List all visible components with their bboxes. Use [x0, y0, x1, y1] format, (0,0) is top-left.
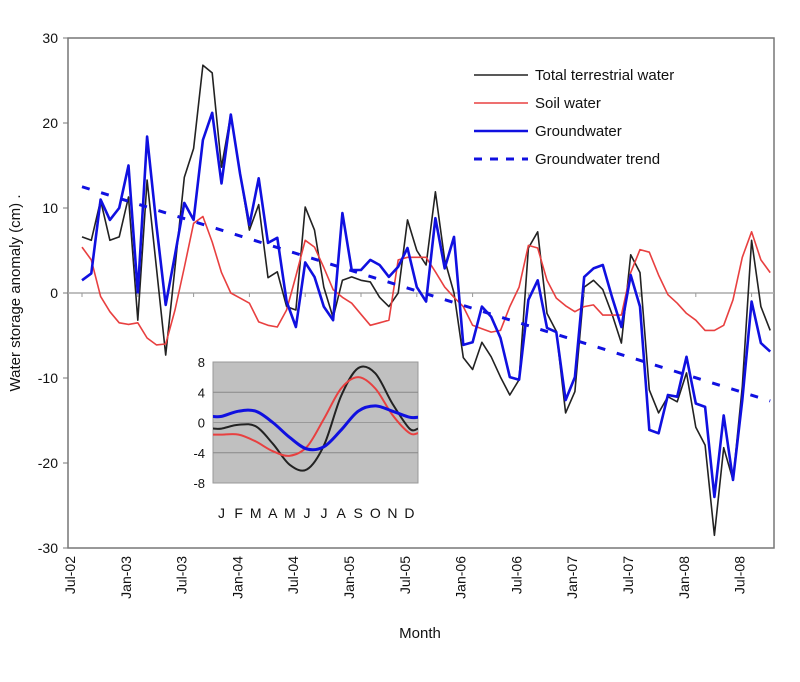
- legend-item: Soil water: [474, 95, 601, 112]
- y-tick-label: 30: [42, 30, 58, 46]
- x-tick-label: Jul-04: [285, 556, 301, 594]
- inset-x-tick-label: O: [370, 505, 381, 521]
- x-tick-label: Jan-06: [453, 556, 469, 599]
- x-axis-label: Month: [399, 625, 441, 642]
- inset-x-tick-label: S: [354, 505, 363, 521]
- legend-label: Total terrestrial water: [535, 67, 674, 84]
- inset-x-tick-label: D: [404, 505, 414, 521]
- legend-item: Total terrestrial water: [474, 67, 674, 84]
- y-tick-label: 20: [42, 115, 58, 131]
- inset-y-tick-label: 0: [198, 416, 205, 431]
- inset-y-tick-label: -8: [193, 476, 205, 491]
- legend-label: Groundwater: [535, 123, 622, 140]
- y-tick-label: 0: [50, 285, 58, 301]
- legend: Total terrestrial water Soil water Groundw…: [474, 67, 674, 168]
- x-tick-label: Jan-04: [229, 556, 245, 599]
- series-line-groundwater-trend: [81, 185, 771, 403]
- x-tick-label: Jul-03: [174, 556, 190, 594]
- inset-x-tick-label: J: [218, 505, 225, 521]
- x-tick-label: Jul-05: [397, 556, 413, 594]
- y-tick-label: -10: [38, 370, 58, 386]
- series-line-groundwater: [81, 111, 772, 499]
- inset-x-tick-label: F: [234, 505, 243, 521]
- legend-item: Groundwater: [474, 123, 622, 140]
- x-tick-label: Jan-05: [341, 556, 357, 599]
- x-tick-label: Jan-03: [118, 556, 134, 599]
- x-tick-label: Jan-08: [676, 556, 692, 599]
- inset-x-tick-label: A: [268, 505, 278, 521]
- x-tick-label: Jul-08: [732, 556, 748, 594]
- inset-x-tick-label: A: [336, 505, 346, 521]
- x-tick-label: Jul-02: [62, 556, 78, 594]
- y-tick-label: -20: [38, 455, 58, 471]
- series-line-total-terrestrial-water: [81, 64, 771, 537]
- x-tick-label: Jan-07: [564, 556, 580, 599]
- x-tick-label: Jul-06: [508, 556, 524, 594]
- inset-x-tick-label: M: [284, 505, 296, 521]
- inset-x-tick-label: J: [321, 505, 328, 521]
- y-axis-label: Water storage anomaly (cm) .: [7, 195, 24, 392]
- inset-y-tick-label: 8: [198, 355, 205, 370]
- inset-y-tick-label: -4: [193, 446, 205, 461]
- inset-series-line: [212, 404, 419, 452]
- inset-x-tick-label: J: [303, 505, 310, 521]
- inset-series-line: [213, 376, 419, 457]
- y-tick-label: 10: [42, 200, 58, 216]
- legend-item: Groundwater trend: [474, 151, 660, 168]
- series-line-soil-water: [81, 215, 771, 346]
- legend-label: Soil water: [535, 95, 601, 112]
- inset-x-tick-label: M: [250, 505, 262, 521]
- inset-series-line: [212, 365, 419, 472]
- legend-label: Groundwater trend: [535, 151, 660, 168]
- x-tick-label: Jul-07: [620, 556, 636, 594]
- inset-x-tick-label: N: [387, 505, 397, 521]
- y-tick-label: -30: [38, 540, 58, 556]
- inset-y-tick-label: 4: [198, 385, 205, 400]
